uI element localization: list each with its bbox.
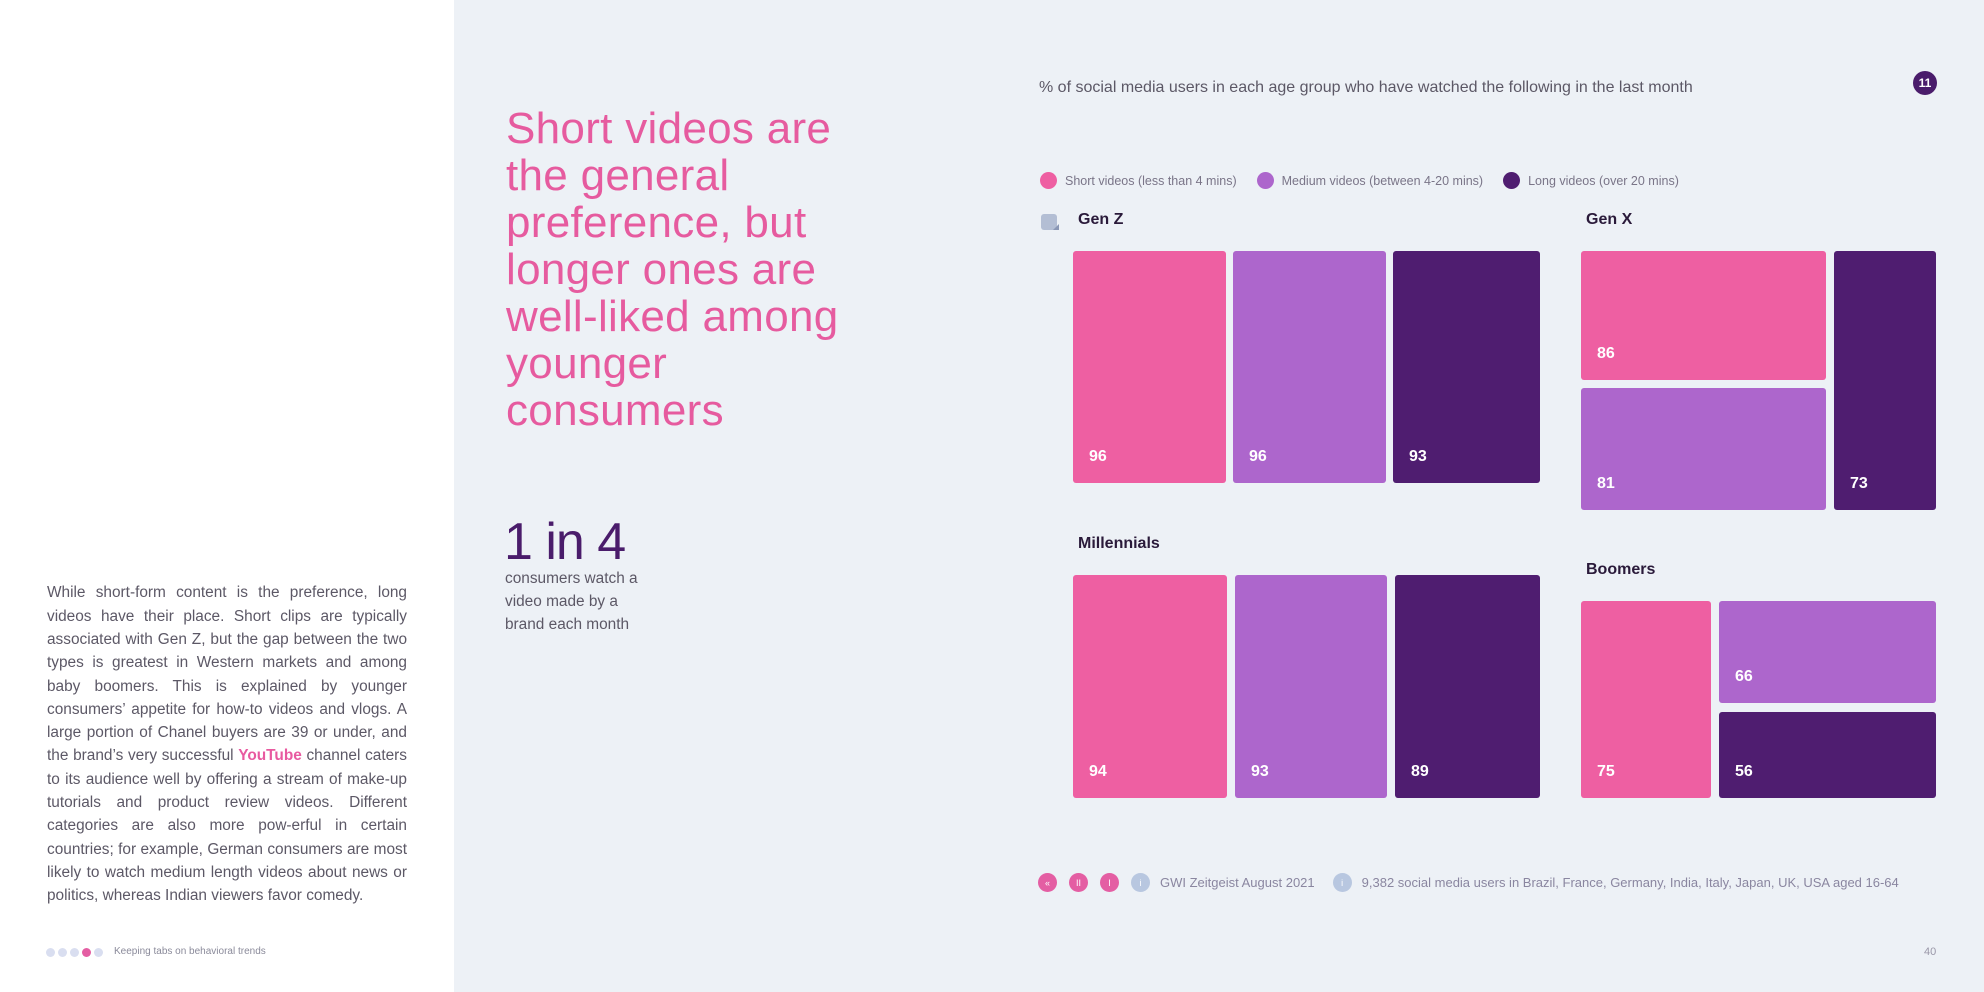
source-text: GWI Zeitgeist August 2021	[1160, 875, 1315, 890]
left-panel: While short-form content is the preferen…	[0, 0, 454, 992]
base-text: 9,382 social media users in Brazil, Fran…	[1361, 875, 1899, 890]
group-title-gen-z: Gen Z	[1078, 211, 1124, 228]
bar-millennials-short: 94	[1073, 575, 1227, 798]
progress-dot[interactable]	[94, 948, 103, 957]
body-text-part-2: channel caters to its audience well by o…	[47, 747, 407, 905]
progress-dots	[46, 948, 103, 957]
page-badge[interactable]: 11	[1913, 71, 1937, 95]
bar-gen-x-medium: 81	[1581, 388, 1826, 510]
bar-value-label: 93	[1409, 448, 1427, 465]
bar-boomers-long: 56	[1719, 712, 1936, 798]
group-title-gen-x: Gen X	[1586, 211, 1633, 228]
info-icon[interactable]: i	[1332, 873, 1352, 892]
bar-gen-z-long: 93	[1393, 251, 1540, 483]
chart-legend: Short videos (less than 4 mins) Medium v…	[1040, 172, 1699, 189]
progress-dot-active[interactable]	[82, 948, 91, 957]
bar-value-label: 93	[1251, 763, 1269, 780]
source-footer: « II I i GWI Zeitgeist August 2021 i 9,3…	[1038, 873, 1917, 892]
bar-gen-x-short: 86	[1581, 251, 1826, 380]
bar-value-label: 86	[1597, 345, 1615, 362]
stat-number: 1 in 4	[504, 513, 626, 571]
legend-swatch	[1040, 172, 1057, 189]
bar-value-label: 66	[1735, 668, 1753, 685]
progress-dot[interactable]	[70, 948, 79, 957]
bar-gen-x-long: 73	[1834, 251, 1936, 510]
chart-title: % of social media users in each age grou…	[1039, 79, 1693, 96]
bar-millennials-long: 89	[1395, 575, 1540, 798]
headline: Short videos are the general preference,…	[506, 104, 839, 436]
group-title-boomers: Boomers	[1586, 561, 1656, 578]
pause-icon[interactable]: II	[1069, 873, 1088, 892]
body-text-part-1: While short-form content is the preferen…	[47, 584, 407, 765]
legend-label: Short videos (less than 4 mins)	[1065, 173, 1237, 188]
progress-dot[interactable]	[46, 948, 55, 957]
bar-value-label: 96	[1249, 448, 1267, 465]
section-label: Keeping tabs on behavioral trends	[114, 946, 266, 957]
rewind-icon[interactable]: «	[1038, 873, 1057, 892]
legend-item-long: Long videos (over 20 mins)	[1503, 172, 1679, 189]
group-title-millennials: Millennials	[1078, 535, 1160, 552]
legend-label: Long videos (over 20 mins)	[1528, 173, 1679, 188]
legend-swatch	[1256, 172, 1274, 189]
bar-gen-z-medium: 96	[1233, 251, 1386, 483]
step-icon[interactable]: I	[1100, 873, 1119, 892]
bar-boomers-short: 75	[1581, 601, 1711, 798]
bar-value-label: 81	[1597, 475, 1615, 492]
bar-value-label: 89	[1411, 763, 1429, 780]
info-icon[interactable]: i	[1131, 873, 1150, 892]
legend-label: Medium videos (between 4-20 mins)	[1281, 173, 1484, 188]
legend-swatch	[1503, 172, 1521, 189]
legend-item-medium: Medium videos (between 4-20 mins)	[1256, 172, 1484, 189]
stat-description: consumers watch a video made by a brand …	[505, 570, 638, 633]
legend-item-short: Short videos (less than 4 mins)	[1040, 172, 1237, 189]
bar-millennials-medium: 93	[1235, 575, 1387, 798]
progress-dot[interactable]	[58, 948, 67, 957]
youtube-link[interactable]: YouTube	[238, 747, 302, 765]
bar-value-label: 96	[1089, 448, 1107, 465]
bar-boomers-medium: 66	[1719, 601, 1936, 703]
body-text: While short-form content is the preferen…	[47, 581, 407, 907]
bar-gen-z-short: 96	[1073, 251, 1226, 483]
bar-value-label: 94	[1089, 763, 1107, 780]
bar-value-label: 73	[1850, 475, 1868, 492]
bar-value-label: 75	[1597, 763, 1615, 780]
bar-value-label: 56	[1735, 763, 1753, 780]
page-number: 40	[1924, 946, 1937, 958]
menu-icon[interactable]	[1041, 214, 1059, 232]
